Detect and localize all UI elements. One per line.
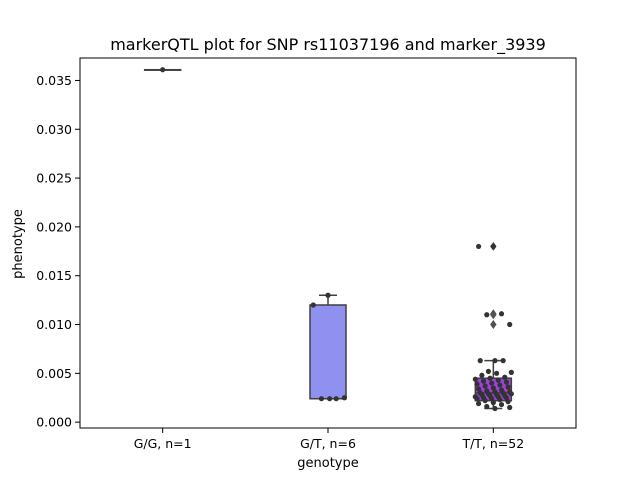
data-point [477,358,483,364]
data-point [503,395,510,401]
data-point [333,396,339,402]
data-point [341,395,347,401]
data-point [508,391,514,397]
y-tick-label: 0.020 [36,219,72,234]
data-point [318,396,325,402]
data-point [498,401,505,408]
data-point [494,370,500,376]
data-point [489,396,495,402]
data-point [482,383,488,389]
data-point [505,399,511,405]
data-point [472,376,478,382]
data-point [327,396,333,402]
plot-area: 0.000 0.005 0.010 0.015 0.020 0.025 0.030 0.035… [36,67,524,451]
data-point [484,403,490,410]
data-point [485,368,492,374]
data-point [490,385,496,391]
data-point [487,375,493,381]
y-tick-label: 0.000 [36,415,72,430]
data-point [500,358,506,364]
data-point [490,243,496,250]
data-point [482,398,488,404]
x-tick-label: G/G, n=1 [134,436,192,451]
data-point [492,405,498,412]
data-point [508,369,514,375]
data-point [497,382,503,388]
data-point [474,396,480,402]
data-point [476,400,482,407]
data-point [507,404,513,411]
y-tick-label: 0.015 [36,268,72,283]
data-point [479,372,485,378]
data-point [476,243,482,250]
data-point [498,311,505,317]
x-axis-label: genotype [297,456,358,471]
data-point [325,292,331,298]
outlier-marker [490,320,497,330]
data-point [480,378,487,384]
data-point [474,381,480,387]
data-point [507,321,513,328]
data-point [497,397,503,403]
box-body [309,304,347,400]
y-tick-label: 0.005 [36,366,72,381]
y-tick-label: 0.010 [36,317,72,332]
data-point [505,384,511,390]
data-point [492,358,498,364]
data-point [476,386,482,392]
y-tick-label: 0.025 [36,171,72,186]
y-tick-label: 0.030 [36,122,72,137]
data-point [503,379,510,385]
data-point [484,312,490,318]
data-point [502,374,508,380]
x-tick-label: T/T, n=52 [461,436,524,451]
data-point [489,380,495,386]
data-point [490,400,496,406]
data-point [495,377,501,383]
data-point [310,302,316,308]
x-tick-label: G/T, n=6 [300,436,356,451]
outlier-marker [490,310,497,320]
y-tick-label: 0.035 [36,73,72,88]
plot-frame [79,57,577,429]
y-axis-label: phenotype [11,209,26,279]
chart-title: markerQTL plot for SNP rs11037196 and ma… [110,35,546,55]
data-point [160,67,166,73]
